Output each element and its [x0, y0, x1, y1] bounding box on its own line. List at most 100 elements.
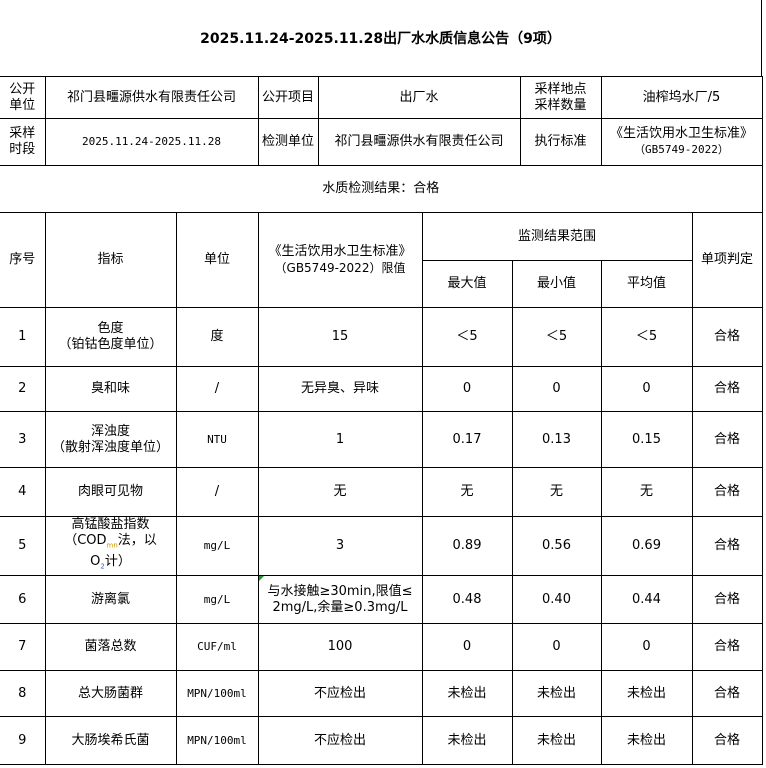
table-row: 9 大肠埃希氏菌 MPN/100ml 不应检出 未检出 未检出 未检出 合格: [0, 716, 763, 765]
row-no: 7: [0, 623, 46, 671]
unit: /: [175, 366, 259, 412]
table-row: 6 游离氯 mg/L 与水接触≥30min,限值≤ 2mg/L,余量≥0.3mg/…: [0, 575, 763, 624]
max-value: 0.48: [421, 575, 513, 624]
limit-line1: 15: [331, 329, 349, 344]
limit-line1: 无: [333, 484, 347, 499]
avg-value: ＜5: [600, 307, 693, 367]
test-unit-label: 检测单位: [257, 118, 319, 166]
judgement: 合格: [691, 670, 763, 717]
max-value: 0.17: [421, 411, 513, 468]
pub-unit-label: 公开 单位: [0, 76, 46, 119]
avg-value: 0.69: [600, 516, 693, 576]
note-b: 法，以: [117, 533, 157, 549]
limit-line1: 3: [335, 538, 345, 553]
pub-unit: 祁门县疅源供水有限责任公司: [44, 76, 259, 119]
site: 油榨坞水厂/5: [600, 76, 763, 119]
indicator-name: 浑浊度: [90, 423, 130, 439]
limit-line1: 不应检出: [313, 732, 366, 748]
indicator-name: 总大肠菌群: [77, 685, 143, 701]
limit-line1: 与水接触≥30min,限值≤: [267, 583, 413, 599]
limit: 不应检出: [257, 716, 423, 765]
min-value: 0.13: [511, 411, 602, 468]
unit: MPN/100ml: [175, 670, 259, 717]
page-title: 2025.11.24-2025.11.28出厂水水质信息公告（9项）: [0, 0, 762, 76]
judgement: 合格: [691, 467, 763, 517]
indicator: 高锰酸盐指数 （CODmn法，以 O2计）: [44, 516, 177, 576]
row-no: 5: [0, 516, 46, 576]
limit-line1: 不应检出: [313, 685, 366, 701]
indicator: 游离氯: [44, 575, 177, 624]
indicator-note: （CODmn法，以: [46, 533, 175, 554]
header-range: 监测结果范围: [421, 212, 693, 261]
standard-name: 《生活饮用水卫生标准》: [609, 126, 753, 141]
judgement: 合格: [691, 716, 763, 765]
indicator-name: 菌落总数: [84, 639, 137, 654]
indicator: 总大肠菌群: [44, 670, 177, 717]
indicator-note: （铂钴色度单位）: [58, 337, 163, 352]
indicator-name: 高锰酸盐指数: [71, 517, 150, 533]
min-value: 0.56: [511, 516, 602, 576]
row-no: 4: [0, 467, 46, 517]
header-min: 最小值: [511, 260, 602, 308]
judgement: 合格: [691, 411, 763, 468]
table-row: 1 色度 （铂钴色度单位） 度 15 ＜5 ＜5 ＜5 合格: [0, 307, 763, 367]
avg-value: 0.44: [600, 575, 693, 624]
row-no: 1: [0, 307, 46, 367]
max-value: 0: [421, 623, 513, 671]
max-value: 未检出: [421, 670, 513, 717]
indicator: 臭和味: [44, 366, 177, 412]
row-no: 2: [0, 366, 46, 412]
limit: 1: [257, 411, 423, 468]
unit: mg/L: [175, 575, 259, 624]
min-value: 0.40: [511, 575, 602, 624]
table-row: 4 肉眼可见物 / 无 无 无 无 合格: [0, 467, 763, 517]
header-limit-line2: （GB5749-2022）限值: [274, 261, 406, 275]
indicator-name: 肉眼可见物: [77, 484, 143, 499]
judgement: 合格: [691, 623, 763, 671]
indicator-name: 大肠埃希氏菌: [71, 732, 150, 748]
max-value: 无: [421, 467, 513, 517]
limit-line1: 无异臭、异味: [300, 381, 379, 396]
note-d: 计）: [104, 554, 131, 569]
standard: 《生活饮用水卫生标准》 （GB5749-2022）: [600, 118, 763, 166]
limit-line1: 100: [327, 639, 353, 654]
period: 2025.11.24-2025.11.28: [44, 118, 259, 166]
result-summary: 水质检测结果：合格: [0, 165, 763, 213]
min-value: 未检出: [511, 716, 602, 765]
site-label: 采样地点 采样数量: [519, 76, 602, 119]
judgement: 合格: [691, 366, 763, 412]
header-max: 最大值: [421, 260, 513, 308]
note-sub-2: 2: [100, 562, 105, 571]
note-a: （COD: [64, 533, 107, 549]
table-row: 8 总大肠菌群 MPN/100ml 不应检出 未检出 未检出 未检出 合格: [0, 670, 763, 717]
indicator: 肉眼可见物: [44, 467, 177, 517]
note-c: O: [90, 554, 101, 569]
header-judge: 单项判定: [691, 212, 763, 308]
min-value: 未检出: [511, 670, 602, 717]
indicator: 色度 （铂钴色度单位）: [44, 307, 177, 367]
indicator-name: 游离氯: [90, 591, 130, 607]
indicator: 菌落总数: [44, 623, 177, 671]
judgement: 合格: [691, 307, 763, 367]
test-unit: 祁门县疅源供水有限责任公司: [317, 118, 521, 166]
table-row: 3 浑浊度 （散射浑浊度单位） NTU 1 0.17 0.13 0.15 合格: [0, 411, 763, 468]
limit: 3: [257, 516, 423, 576]
limit-line1: 1: [335, 431, 345, 447]
table-row: 2 臭和味 / 无异臭、异味 0 0 0 合格: [0, 366, 763, 412]
table-row: 7 菌落总数 CUF/ml 100 0 0 0 合格: [0, 623, 763, 671]
unit: /: [175, 467, 259, 517]
header-avg: 平均值: [600, 260, 693, 308]
avg-value: 未检出: [600, 670, 693, 717]
unit: NTU: [175, 411, 259, 468]
judgement: 合格: [691, 516, 763, 576]
note-sub: mn: [106, 542, 118, 550]
pub-item: 出厂水: [317, 76, 521, 119]
pub-item-label: 公开项目: [257, 76, 319, 119]
header-no: 序号: [0, 212, 46, 308]
header-indicator: 指标: [44, 212, 177, 308]
header-limit: 《生活饮用水卫生标准》 （GB5749-2022）限值: [257, 212, 423, 308]
indicator-note-2: O2计）: [46, 554, 175, 575]
period-label: 采样 时段: [0, 118, 46, 166]
avg-value: 无: [600, 467, 693, 517]
indicator-name: 色度: [97, 321, 124, 336]
